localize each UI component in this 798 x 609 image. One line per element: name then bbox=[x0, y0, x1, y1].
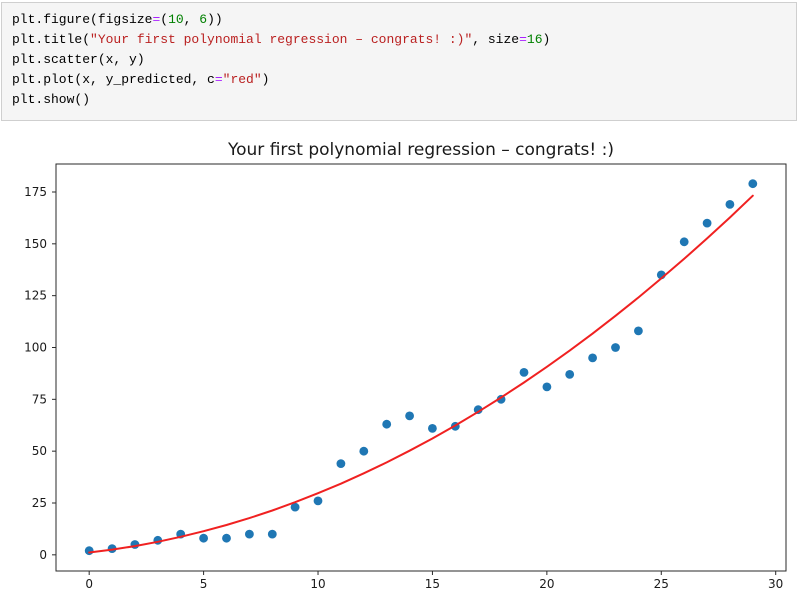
scatter-point bbox=[336, 459, 346, 468]
code-token-number: 16 bbox=[526, 32, 543, 47]
scatter-point bbox=[725, 200, 735, 209]
code-token-operator: = bbox=[152, 12, 161, 27]
regression-line bbox=[88, 194, 754, 554]
scatter-point bbox=[267, 529, 277, 539]
y-tick-label: 150 bbox=[24, 237, 47, 251]
y-tick-label: 125 bbox=[24, 289, 47, 303]
scatter-point bbox=[382, 419, 392, 429]
scatter-point bbox=[748, 179, 758, 189]
scatter-point bbox=[199, 533, 209, 543]
y-tick-label: 0 bbox=[39, 548, 47, 562]
scatter-point bbox=[634, 326, 643, 336]
code-token-operator: = bbox=[214, 72, 223, 87]
scatter-point bbox=[702, 218, 712, 228]
code-token-plain: plt.show() bbox=[12, 92, 91, 107]
code-line: plt.scatter(x, y) bbox=[12, 50, 786, 70]
scatter-point bbox=[611, 343, 620, 352]
x-tick-label: 0 bbox=[85, 577, 93, 591]
code-token-plain: ) bbox=[261, 72, 270, 87]
y-tick-label: 50 bbox=[32, 444, 47, 458]
code-token-plain: plt.title( bbox=[12, 32, 91, 47]
x-tick-label: 10 bbox=[310, 577, 325, 591]
x-tick-label: 25 bbox=[654, 577, 669, 591]
y-tick-label: 175 bbox=[24, 185, 47, 199]
code-token-plain: , bbox=[183, 12, 200, 27]
scatter-point bbox=[542, 382, 552, 392]
chart-title: Your first polynomial regression – congr… bbox=[227, 140, 614, 160]
chart-svg: Your first polynomial regression – congr… bbox=[24, 140, 787, 591]
scatter-point bbox=[359, 446, 369, 456]
x-tick-label: 5 bbox=[200, 577, 208, 591]
scatter-point bbox=[84, 546, 94, 556]
code-token-plain: ( bbox=[160, 12, 169, 27]
code-cell[interactable]: plt.figure(figsize=(10, 6)) plt.title("Yo… bbox=[1, 2, 797, 121]
code-line: plt.plot(x, y_predicted, c="red") bbox=[12, 70, 786, 90]
y-tick-label: 100 bbox=[24, 340, 47, 354]
scatter-point bbox=[245, 529, 254, 539]
scatter-point bbox=[565, 370, 575, 379]
code-line: plt.figure(figsize=(10, 6)) bbox=[12, 10, 786, 30]
x-tick-label: 20 bbox=[539, 577, 554, 591]
figure-output: Your first polynomial regression – congr… bbox=[0, 121, 798, 609]
y-tick-label: 25 bbox=[32, 496, 47, 510]
code-token-number: 6 bbox=[199, 12, 208, 27]
code-token-plain: )) bbox=[207, 12, 223, 27]
y-tick-label: 75 bbox=[32, 392, 47, 406]
code-line: plt.show() bbox=[12, 90, 786, 110]
code-token-plain: , size bbox=[472, 32, 520, 47]
scatter-point bbox=[588, 353, 597, 363]
scatter-point bbox=[519, 368, 529, 377]
code-token-string: "red" bbox=[222, 72, 262, 87]
scatter-point bbox=[405, 411, 414, 421]
axes-frame bbox=[55, 163, 787, 572]
code-line: plt.title("Your first polynomial regress… bbox=[12, 30, 786, 50]
scatter-point bbox=[473, 405, 483, 415]
code-token-plain: plt.figure(figsize bbox=[12, 12, 153, 27]
scatter-point bbox=[222, 533, 231, 543]
x-tick-label: 30 bbox=[768, 577, 783, 591]
code-token-operator: = bbox=[519, 32, 527, 47]
code-token-string: "Your first polynomial regression – cong… bbox=[90, 32, 473, 47]
x-tick-label: 15 bbox=[425, 577, 440, 591]
scatter-point bbox=[313, 496, 323, 506]
scatter-point bbox=[290, 502, 300, 512]
code-token-number: 10 bbox=[168, 12, 184, 27]
code-token-plain: plt.plot(x, y_predicted, c bbox=[12, 72, 215, 87]
code-token-plain: ) bbox=[542, 32, 551, 47]
code-token-plain: plt.scatter(x, y) bbox=[12, 52, 145, 67]
scatter-point bbox=[428, 424, 437, 433]
scatter-point bbox=[679, 237, 689, 247]
